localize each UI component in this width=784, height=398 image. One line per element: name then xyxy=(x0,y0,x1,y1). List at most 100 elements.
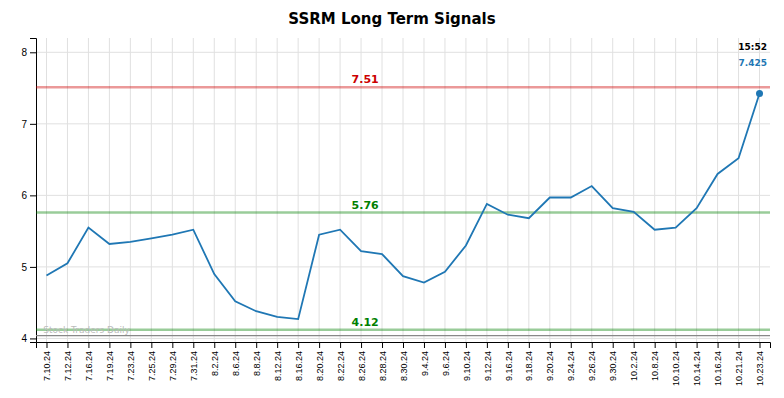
grid-line xyxy=(444,38,445,342)
x-tick: 9.16.24 xyxy=(504,342,514,381)
x-tick-label: 9.26.24 xyxy=(587,351,597,381)
x-tick: 9.26.24 xyxy=(587,342,597,381)
x-tick-label: 7.10.24 xyxy=(42,351,52,381)
x-tick: 7.31.24 xyxy=(189,342,199,381)
x-tick: 10.8.24 xyxy=(650,342,660,381)
grid-line xyxy=(654,38,655,342)
x-tick-mark xyxy=(487,342,488,348)
x-tick: 9.20.24 xyxy=(545,342,555,381)
x-axis-line xyxy=(37,343,771,349)
x-tick-label: 8.6.24 xyxy=(231,351,241,376)
x-tick-label: 8.26.24 xyxy=(357,351,367,381)
x-tick-mark xyxy=(277,342,278,348)
x-tick-label: 7.12.24 xyxy=(63,351,73,381)
y-tick-mark xyxy=(30,195,36,196)
last-value: 7.425 xyxy=(739,58,767,68)
grid-line xyxy=(235,38,236,342)
x-tick: 7.29.24 xyxy=(168,342,178,381)
marks xyxy=(36,87,770,335)
x-tick-label: 8.8.24 xyxy=(252,351,262,376)
grid-line xyxy=(277,38,278,342)
grid-line xyxy=(612,38,613,342)
x-tick-mark xyxy=(445,342,446,348)
x-tick-label: 8.2.24 xyxy=(210,351,220,376)
x-tick: 8.2.24 xyxy=(210,342,220,376)
x-tick-label: 10.16.24 xyxy=(713,351,723,386)
x-tick-label: 8.12.24 xyxy=(273,351,283,381)
grid-line xyxy=(423,38,424,342)
x-tick-label: 10.21.24 xyxy=(734,351,744,386)
x-tick: 8.28.24 xyxy=(378,342,388,381)
x-tick-label: 7.16.24 xyxy=(84,351,94,381)
x-tick-label: 8.16.24 xyxy=(294,351,304,381)
x-tick: 9.10.24 xyxy=(462,342,472,381)
grid-line xyxy=(88,38,89,342)
x-tick-label: 7.25.24 xyxy=(147,351,157,381)
y-tick: 5 xyxy=(21,262,36,273)
grid-line xyxy=(298,38,299,342)
x-tick-mark xyxy=(571,342,572,348)
grid-line xyxy=(109,38,110,342)
x-tick-mark xyxy=(172,342,173,348)
y-tick: 4 xyxy=(21,333,36,344)
x-tick-label: 10.23.24 xyxy=(755,351,765,386)
x-tick: 9.24.24 xyxy=(566,342,576,381)
title: SSRM Long Term Signals xyxy=(288,10,495,28)
x-tick-mark xyxy=(508,342,509,348)
y-tick-label: 5 xyxy=(21,262,27,273)
x-tick-mark xyxy=(298,342,299,348)
x-tick-label: 9.24.24 xyxy=(566,351,576,381)
x-tick-mark xyxy=(67,342,68,348)
x-tick: 9.4.24 xyxy=(420,342,430,376)
grid-line xyxy=(46,38,47,342)
x-tick-label: 9.12.24 xyxy=(483,351,493,381)
grid-line xyxy=(759,38,760,342)
x-tick-mark xyxy=(151,342,152,348)
x-tick-mark xyxy=(319,342,320,348)
x-tick: 8.22.24 xyxy=(336,342,346,381)
x-tick: 10.10.24 xyxy=(671,342,681,386)
x-tick-mark xyxy=(109,342,110,348)
x-tick-mark xyxy=(655,342,656,348)
x-tick: 8.30.24 xyxy=(399,342,409,381)
y-tick-mark xyxy=(30,52,36,53)
grid-line xyxy=(570,38,571,342)
x-tick-mark xyxy=(214,342,215,348)
watermark: Stock Traders Daily xyxy=(43,325,130,335)
grid-line xyxy=(465,38,466,342)
x-tick-mark xyxy=(760,342,761,348)
grid-line xyxy=(549,38,550,342)
reference-line xyxy=(36,335,770,336)
grid-line xyxy=(67,38,68,342)
grid-line xyxy=(507,38,508,342)
x-tick: 8.26.24 xyxy=(357,342,367,381)
x-tick-mark xyxy=(592,342,593,348)
grid-line xyxy=(633,38,634,342)
grid-line xyxy=(738,38,739,342)
x-axis: 7.10.247.12.247.16.247.19.247.23.247.25.… xyxy=(37,342,771,386)
reference-line xyxy=(36,329,770,332)
x-tick: 9.18.24 xyxy=(524,342,534,381)
x-tick-label: 7.31.24 xyxy=(189,351,199,381)
x-tick-label: 9.30.24 xyxy=(608,351,618,381)
x-tick: 8.8.24 xyxy=(252,342,262,376)
x-tick-mark xyxy=(466,342,467,348)
grid-line xyxy=(130,38,131,342)
x-tick-label: 7.29.24 xyxy=(168,351,178,381)
x-tick-label: 8.30.24 xyxy=(399,351,409,381)
y-axis: 45678 xyxy=(21,39,36,345)
x-tick-label: 8.22.24 xyxy=(336,351,346,381)
plot: 456787.10.247.12.247.16.247.19.247.23.24… xyxy=(21,38,770,386)
reference-label: 7.51 xyxy=(352,73,379,86)
last-point xyxy=(756,90,763,97)
x-tick: 10.23.24 xyxy=(755,342,765,386)
y-tick-label: 8 xyxy=(21,47,27,58)
x-tick-mark xyxy=(424,342,425,348)
x-tick-mark xyxy=(256,342,257,348)
x-tick-mark xyxy=(550,342,551,348)
x-tick-mark xyxy=(613,342,614,348)
grid xyxy=(36,38,770,342)
x-tick-label: 9.16.24 xyxy=(504,351,514,381)
x-tick-label: 7.19.24 xyxy=(105,351,115,381)
x-tick: 9.30.24 xyxy=(608,342,618,381)
